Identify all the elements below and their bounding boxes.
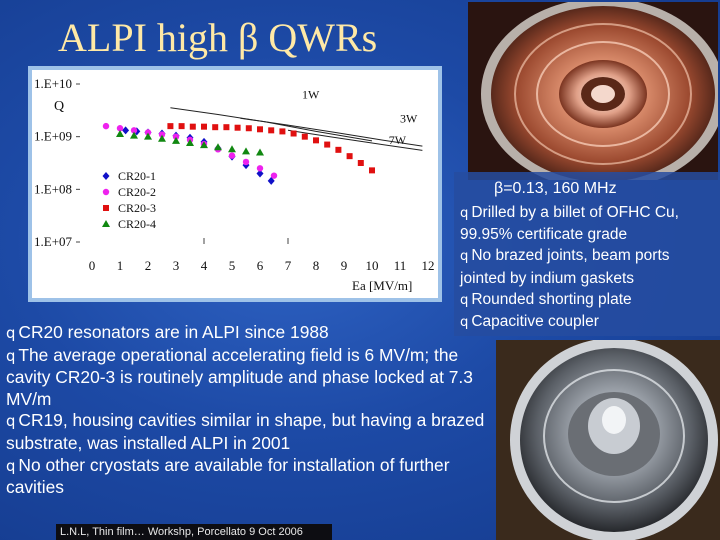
- y-tick-label: 1.E+08: [34, 181, 72, 196]
- x-tick-label: 1: [117, 258, 124, 273]
- legend-entry-CR20-4: CR20-4: [118, 217, 156, 231]
- main-bullet-4: q No other cryostats are available for in…: [6, 454, 450, 498]
- power-curve-7W: [287, 129, 423, 151]
- power-curve-3W: [240, 117, 423, 147]
- x-tick-label: 2: [145, 258, 152, 273]
- footer-citation: L.N.L, Thin film… Workshp, Porcellato 9 …: [56, 524, 332, 540]
- x-tick-label: 7: [285, 258, 292, 273]
- info-bullet-2: q No brazed joints, beam ports jointed by…: [460, 247, 670, 287]
- data-point-CR20-4: [130, 131, 138, 139]
- data-point-CR20-3: [290, 130, 297, 137]
- data-point-CR20-3: [223, 124, 230, 131]
- data-point-CR20-3: [346, 153, 353, 160]
- data-point-CR20-1: [122, 126, 130, 135]
- q-vs-ea-chart: 1.E+07 1.E+08 1.E+09 1.E+10 Q 0 1 2 3 4 5 6 7 8 9 10 11 1…: [28, 66, 442, 302]
- data-point-CR20-3: [167, 123, 174, 130]
- power-curve-label-3W: 3W: [400, 111, 418, 125]
- data-point-CR20-4: [242, 147, 250, 155]
- data-point-CR20-2: [256, 165, 264, 172]
- data-point-CR20-4: [186, 138, 194, 146]
- x-tick-label: 5: [229, 258, 236, 273]
- data-point-CR20-4: [158, 134, 166, 142]
- x-tick-label: 10: [366, 258, 379, 273]
- data-point-CR20-2: [172, 133, 180, 140]
- x-tick-label: 3: [173, 258, 180, 273]
- main-bullet-3: q CR19, housing cavities similar in shape…: [6, 410, 485, 453]
- data-point-CR20-2: [144, 129, 152, 136]
- data-point-CR20-3: [178, 123, 185, 130]
- x-axis-label: Ea [MV/m]: [352, 278, 412, 293]
- x-tick-label: 12: [422, 258, 435, 273]
- data-point-CR20-3: [201, 123, 207, 130]
- legend-entry-CR20-1: CR20-1: [118, 169, 156, 183]
- main-bullet-2: q The average operational accelerating fi…: [6, 344, 473, 409]
- data-point-CR20-2: [130, 127, 138, 134]
- x-tick-label: 0: [89, 258, 96, 273]
- data-point-CR20-3: [301, 133, 308, 140]
- data-point-CR20-1: [256, 169, 264, 178]
- legend-entry-CR20-3: CR20-3: [118, 201, 156, 215]
- y-tick-label: 1.E+09: [34, 129, 72, 144]
- y-tick-label: 1.E+10: [34, 76, 72, 91]
- data-point-CR20-4: [214, 143, 222, 151]
- cavity-photo-bottom: [496, 340, 720, 540]
- data-point-CR20-3: [189, 123, 196, 130]
- main-bullet-1: q CR20 resonators are in ALPI since 1988: [6, 322, 329, 342]
- data-point-CR20-4: [172, 136, 180, 144]
- data-point-CR20-4: [102, 220, 110, 227]
- power-curve-label-7W: 7W: [389, 133, 407, 147]
- x-tick-label: 6: [257, 258, 264, 273]
- data-point-CR20-3: [245, 125, 252, 132]
- data-point-CR20-3: [257, 126, 263, 133]
- steel-cavity-illustration: [496, 340, 720, 540]
- data-point-CR20-2: [102, 188, 110, 196]
- data-point-CR20-2: [158, 131, 166, 138]
- data-point-CR20-2: [228, 152, 236, 159]
- x-tick-label: 9: [341, 258, 348, 273]
- info-bullet-4: q Capacitive coupler: [460, 313, 599, 331]
- x-tick-label: 8: [313, 258, 320, 273]
- data-point-CR20-4: [228, 145, 236, 153]
- cavity-photo-top: [468, 2, 718, 180]
- data-point-CR20-2: [116, 125, 124, 132]
- spec-line: β=0.13, 160 MHz: [494, 180, 617, 197]
- data-point-CR20-3: [357, 160, 364, 166]
- power-curve-label-1W: 1W: [302, 88, 320, 102]
- data-point-CR20-1: [102, 172, 110, 180]
- slide-title: ALPI high β QWRs: [58, 15, 378, 60]
- data-point-CR20-1: [267, 176, 275, 185]
- data-point-CR20-3: [369, 167, 375, 174]
- main-bullets: q CR20 resonators are in ALPI since 1988 …: [6, 322, 500, 499]
- y-tick-label: 1.E+07: [34, 234, 73, 249]
- data-point-CR20-2: [242, 158, 250, 166]
- data-point-CR20-3: [335, 146, 342, 153]
- power-curve-1W: [170, 107, 373, 142]
- data-point-CR20-4: [256, 148, 264, 156]
- data-point-CR20-3: [324, 141, 331, 148]
- y-axis-label: Q: [54, 99, 64, 114]
- data-point-CR20-3: [279, 128, 286, 135]
- info-bullet-3: q Rounded shorting plate: [460, 290, 632, 308]
- x-tick-label: 11: [394, 258, 407, 273]
- legend-entry-CR20-2: CR20-2: [118, 185, 156, 199]
- data-point-CR20-2: [270, 172, 278, 179]
- x-tick-label: 4: [201, 258, 208, 273]
- data-point-CR20-2: [102, 122, 110, 130]
- data-point-CR20-3: [212, 124, 219, 131]
- data-point-CR20-3: [313, 137, 319, 144]
- copper-cavity-illustration: [468, 2, 718, 180]
- data-point-CR20-4: [116, 130, 124, 138]
- info-bullet-1: q Drilled by a billet of OFHC Cu, 99.95% …: [460, 204, 679, 244]
- data-point-CR20-3: [268, 127, 275, 134]
- data-point-CR20-4: [200, 141, 208, 149]
- data-point-CR20-4: [144, 132, 152, 140]
- data-point-CR20-3: [103, 205, 109, 211]
- data-point-CR20-3: [234, 124, 241, 131]
- cavity-specs-box: β=0.13, 160 MHz q Drilled by a billet of …: [454, 172, 720, 336]
